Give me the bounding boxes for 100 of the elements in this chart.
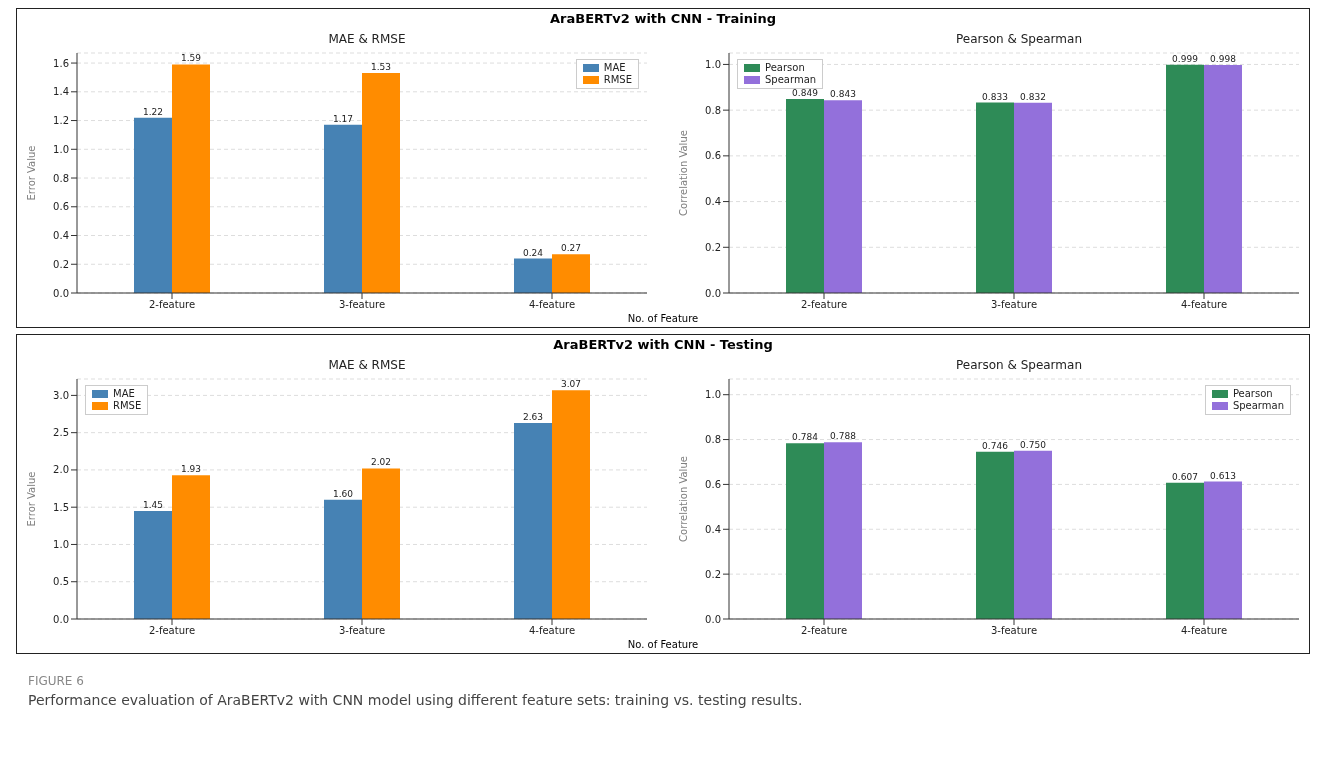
bar <box>552 254 590 293</box>
text: Performance evaluation of AraBERTv2 with CNN model using different feature sets: training vs. testing results. <box>28 692 804 708</box>
data-label: 0.613 <box>1210 470 1236 481</box>
bar <box>514 422 552 619</box>
bar <box>1014 102 1052 293</box>
y-tick-label: 2.0 <box>53 464 69 476</box>
bar <box>324 499 362 619</box>
y-tick-label: 0.6 <box>705 150 721 162</box>
x-axis-title: No. of Feature <box>626 639 700 651</box>
data-label: 0.607 <box>1172 471 1198 482</box>
text: AraBERTv2 with CNN - Training <box>549 11 777 27</box>
y-tick-label: 1.2 <box>53 115 69 127</box>
legend-label: Pearson <box>1232 388 1273 400</box>
data-label: 1.22 <box>142 106 164 117</box>
y-tick-label: 0.8 <box>705 434 721 446</box>
x-tick-label: 3-feature <box>338 299 386 311</box>
x-axis-title: No. of Feature <box>626 313 700 325</box>
data-label: 1.45 <box>142 499 164 510</box>
x-tick-label: 3-feature <box>990 299 1038 311</box>
legend-label: Pearson <box>765 62 805 74</box>
bar <box>362 73 400 293</box>
bar <box>824 100 862 293</box>
x-tick-label: 4-feature <box>1180 299 1228 311</box>
x-tick-label: 4-feature <box>528 625 576 637</box>
data-label: 2.02 <box>370 457 392 468</box>
y-axis-title: Correlation Value <box>677 456 689 542</box>
x-tick-label: 4-feature <box>528 299 576 311</box>
data-label: 1.53 <box>370 62 392 73</box>
data-label: 1.59 <box>180 53 202 64</box>
bar <box>1166 482 1204 619</box>
legend-label: Spearman <box>1232 400 1284 412</box>
data-label: 0.998 <box>1210 53 1237 64</box>
legend-label: Spearman <box>765 74 817 86</box>
y-tick-label: 0.6 <box>705 478 721 490</box>
bar <box>552 390 590 619</box>
data-label: 1.60 <box>332 488 354 499</box>
bar <box>134 510 172 619</box>
chart-title: MAE & RMSE <box>328 358 406 372</box>
bar <box>976 102 1014 293</box>
y-tick-label: 1.0 <box>53 539 69 551</box>
legend-label: RMSE <box>603 74 632 86</box>
text: AraBERTv2 with CNN - Testing <box>552 337 774 353</box>
legend-label: MAE <box>603 62 626 74</box>
data-label: 0.788 <box>830 431 857 442</box>
y-axis-title: Error Value <box>25 145 37 201</box>
bar <box>824 442 862 619</box>
bar <box>172 64 210 293</box>
y-tick-label: 0.5 <box>53 576 69 588</box>
data-label: 0.849 <box>792 87 819 98</box>
bar <box>324 124 362 293</box>
x-tick-label: 2-feature <box>148 625 196 637</box>
bar <box>1166 64 1204 293</box>
bar <box>786 98 824 293</box>
y-tick-label: 0.4 <box>705 523 721 535</box>
y-tick-label: 1.4 <box>53 86 69 98</box>
y-axis-title: Correlation Value <box>677 130 689 216</box>
data-label: 0.999 <box>1172 53 1199 64</box>
caption: FIGURE 6 <box>28 674 85 688</box>
y-tick-label: 1.5 <box>53 501 69 513</box>
data-label: 0.746 <box>982 440 1009 451</box>
x-tick-label: 3-feature <box>338 625 386 637</box>
bar <box>976 451 1014 619</box>
data-label: 0.27 <box>560 243 582 254</box>
bar <box>1204 64 1242 293</box>
y-tick-label: 0.0 <box>705 287 721 299</box>
bar <box>134 117 172 293</box>
chart-title: Pearson & Spearman <box>955 32 1083 46</box>
legend-label: RMSE <box>113 400 142 412</box>
data-label: 1.93 <box>180 464 202 475</box>
x-tick-label: 4-feature <box>1180 625 1228 637</box>
y-tick-label: 3.0 <box>53 389 69 401</box>
data-label: 0.833 <box>982 91 1008 102</box>
y-tick-label: 0.8 <box>53 172 69 184</box>
y-tick-label: 0.0 <box>53 287 69 299</box>
y-tick-label: 0.2 <box>705 568 721 580</box>
data-label: 0.24 <box>522 247 544 258</box>
y-tick-label: 1.0 <box>705 58 721 70</box>
bar <box>514 258 552 293</box>
y-tick-label: 1.0 <box>705 389 721 401</box>
x-tick-label: 3-feature <box>990 625 1038 637</box>
data-label: 0.750 <box>1020 439 1047 450</box>
data-label: 2.63 <box>522 411 544 422</box>
y-tick-label: 0.4 <box>53 230 69 242</box>
bar <box>1204 481 1242 619</box>
y-tick-label: 0.2 <box>705 241 721 253</box>
x-tick-label: 2-feature <box>148 299 196 311</box>
y-tick-label: 0.6 <box>53 201 69 213</box>
bar <box>172 475 210 619</box>
x-tick-label: 2-feature <box>800 625 848 637</box>
y-tick-label: 0.0 <box>53 613 69 625</box>
data-label: 0.784 <box>792 432 819 443</box>
chart-title: MAE & RMSE <box>328 32 406 46</box>
data-label: 3.07 <box>560 379 582 390</box>
chart-title: Pearson & Spearman <box>955 358 1083 372</box>
data-label: 0.843 <box>830 89 856 100</box>
data-label: 0.832 <box>1020 91 1046 102</box>
y-tick-label: 0.2 <box>53 258 69 270</box>
bar <box>362 468 400 619</box>
bar <box>1014 450 1052 619</box>
y-tick-label: 1.6 <box>53 57 69 69</box>
